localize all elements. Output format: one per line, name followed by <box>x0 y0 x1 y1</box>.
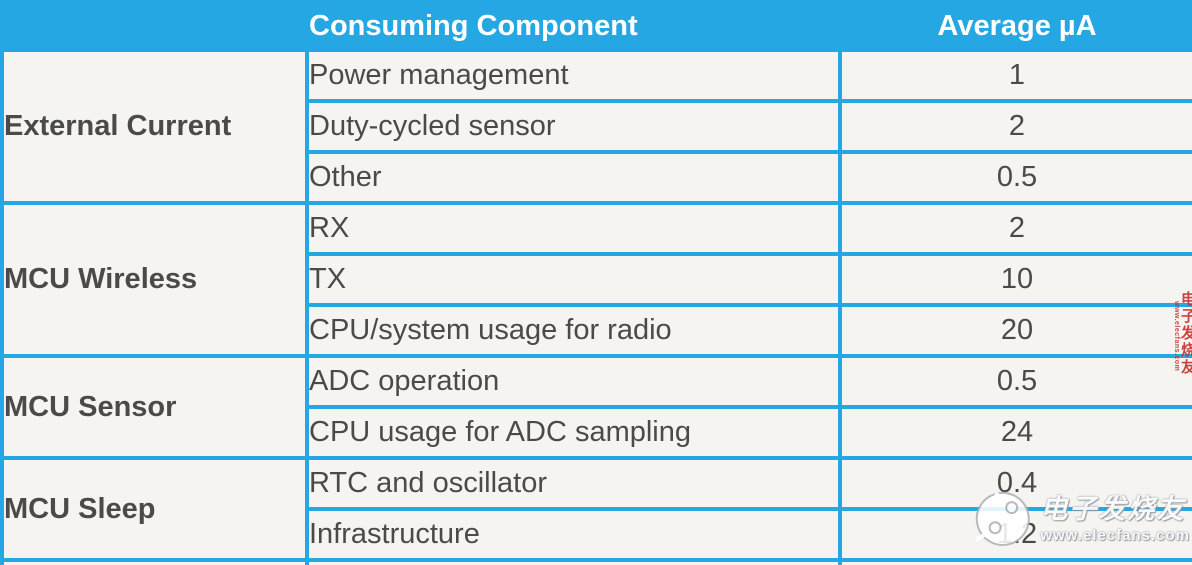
header-row: Consuming Component Average µA <box>0 0 1192 52</box>
table-row: CPU usage for ADC sampling 24 <box>2 405 1192 460</box>
component-cell: RX <box>305 201 842 256</box>
component-cell: RTC and oscillator <box>305 456 842 511</box>
component-cell: Infrastructure <box>305 507 842 562</box>
component-cell: ADC operation <box>305 354 842 409</box>
table-row: Duty-cycled sensor 2 <box>2 99 1192 154</box>
value-cell: 24 <box>838 405 1192 460</box>
value-cell: 1 <box>838 48 1192 103</box>
table-row: Other 0.5 <box>2 150 1192 205</box>
header-consuming-component: Consuming Component <box>305 0 842 52</box>
value-cell: 0.5 <box>838 150 1192 205</box>
value-cell: 20 <box>838 303 1192 358</box>
value-cell: 0.5 <box>838 354 1192 409</box>
table-row: MCU Sensor ADC operation 0.5 <box>0 354 1192 460</box>
table-row: TX 10 <box>2 252 1192 307</box>
value-cell: 2 <box>838 201 1192 256</box>
group-cell-external-current: External Current <box>0 48 309 205</box>
component-cell: Duty-cycled sensor <box>305 99 842 154</box>
value-cell: 1.2 <box>838 507 1192 562</box>
value-cell: 10 <box>838 252 1192 307</box>
table-row: MCU Sleep RTC and oscillator 0.4 <box>0 456 1192 562</box>
table-row: External Current Power management 1 <box>0 48 1192 205</box>
total-row: Total 61.6 <box>0 558 1192 565</box>
component-cell: CPU/system usage for radio <box>305 303 842 358</box>
value-cell: 2 <box>838 99 1192 154</box>
component-cell: TX <box>305 252 842 307</box>
group-cell-blank <box>0 558 309 565</box>
table-row: MCU Wireless RX 2 <box>0 201 1192 358</box>
table-row: Infrastructure 1.2 <box>2 507 1192 562</box>
total-label-cell: Total <box>305 558 842 565</box>
total-value-cell: 61.6 <box>838 558 1192 565</box>
group-cell-mcu-wireless: MCU Wireless <box>0 201 309 358</box>
component-cell: Other <box>305 150 842 205</box>
header-blank-cell <box>0 0 309 52</box>
table-row: CPU/system usage for radio 20 <box>2 303 1192 358</box>
value-cell: 0.4 <box>838 456 1192 511</box>
group-cell-mcu-sensor: MCU Sensor <box>0 354 309 460</box>
component-cell: CPU usage for ADC sampling <box>305 405 842 460</box>
header-average-ua: Average µA <box>838 0 1192 52</box>
component-cell: Power management <box>305 48 842 103</box>
group-cell-mcu-sleep: MCU Sleep <box>0 456 309 562</box>
